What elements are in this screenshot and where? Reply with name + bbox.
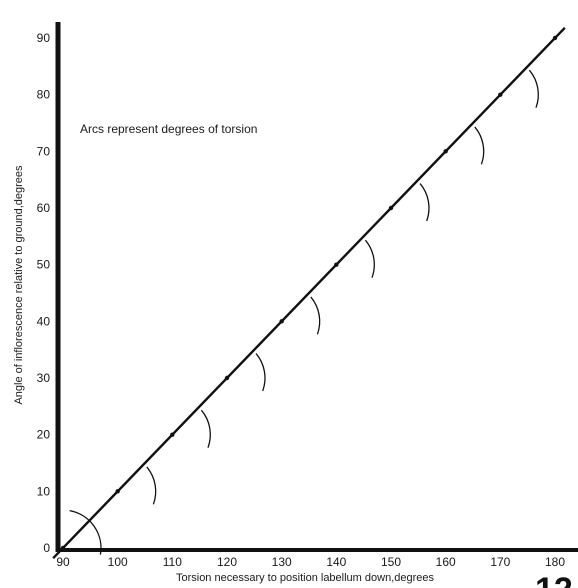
data-point [443,149,448,154]
data-point [60,545,66,551]
x-tick-label: 100 [108,555,128,569]
annotation-text: Arcs represent degrees of torsion [80,122,257,136]
series-line [52,26,566,560]
torsion-arc [528,69,539,108]
torsion-arc [364,239,375,278]
y-tick-label: 60 [37,201,51,215]
data-point [388,205,394,211]
torsion-arc [419,183,430,222]
data-point [498,92,503,97]
torsion-arc [200,409,211,448]
x-tick-label: 90 [56,555,70,569]
x-tick-label: 170 [490,555,510,569]
x-tick-label: 180 [545,555,565,569]
y-tick-label: 80 [37,88,51,102]
y-tick-label: 10 [37,484,51,498]
x-axis-title: Torsion necessary to position labellum d… [176,572,435,584]
x-tick-label: 110 [163,555,182,569]
torsion-arc [69,509,102,555]
data-point [552,35,558,41]
figure-number: 12 [535,571,573,588]
y-tick-labels: 0 10 20 30 40 50 60 70 80 90 [37,31,51,555]
torsion-arc [146,466,157,505]
y-tick-label: 70 [37,144,51,158]
torsion-arc [310,296,321,335]
data-point [334,262,339,267]
torsion-arc [255,353,266,392]
y-tick-label: 40 [37,314,51,328]
x-tick-labels: 90 100 110 120 130 140 150 160 170 180 [56,555,565,569]
y-tick-label: 90 [37,31,51,45]
y-axis-title: Angle of inflorescence relative to groun… [13,165,25,405]
x-tick-label: 120 [217,555,237,569]
torsion-arc [474,126,485,165]
torsion-arcs [69,69,539,555]
x-tick-label: 130 [272,555,292,569]
data-point [170,432,175,437]
data-points [60,35,558,551]
x-tick-label: 150 [381,555,401,569]
y-tick-label: 50 [37,258,51,272]
y-tick-label: 20 [37,428,51,442]
data-point [115,489,120,494]
x-tick-label: 160 [436,555,456,569]
data-point [279,319,284,324]
data-point [224,375,230,381]
y-tick-label: 30 [37,371,51,385]
x-tick-label: 140 [326,555,346,569]
y-tick-label: 0 [43,541,50,555]
